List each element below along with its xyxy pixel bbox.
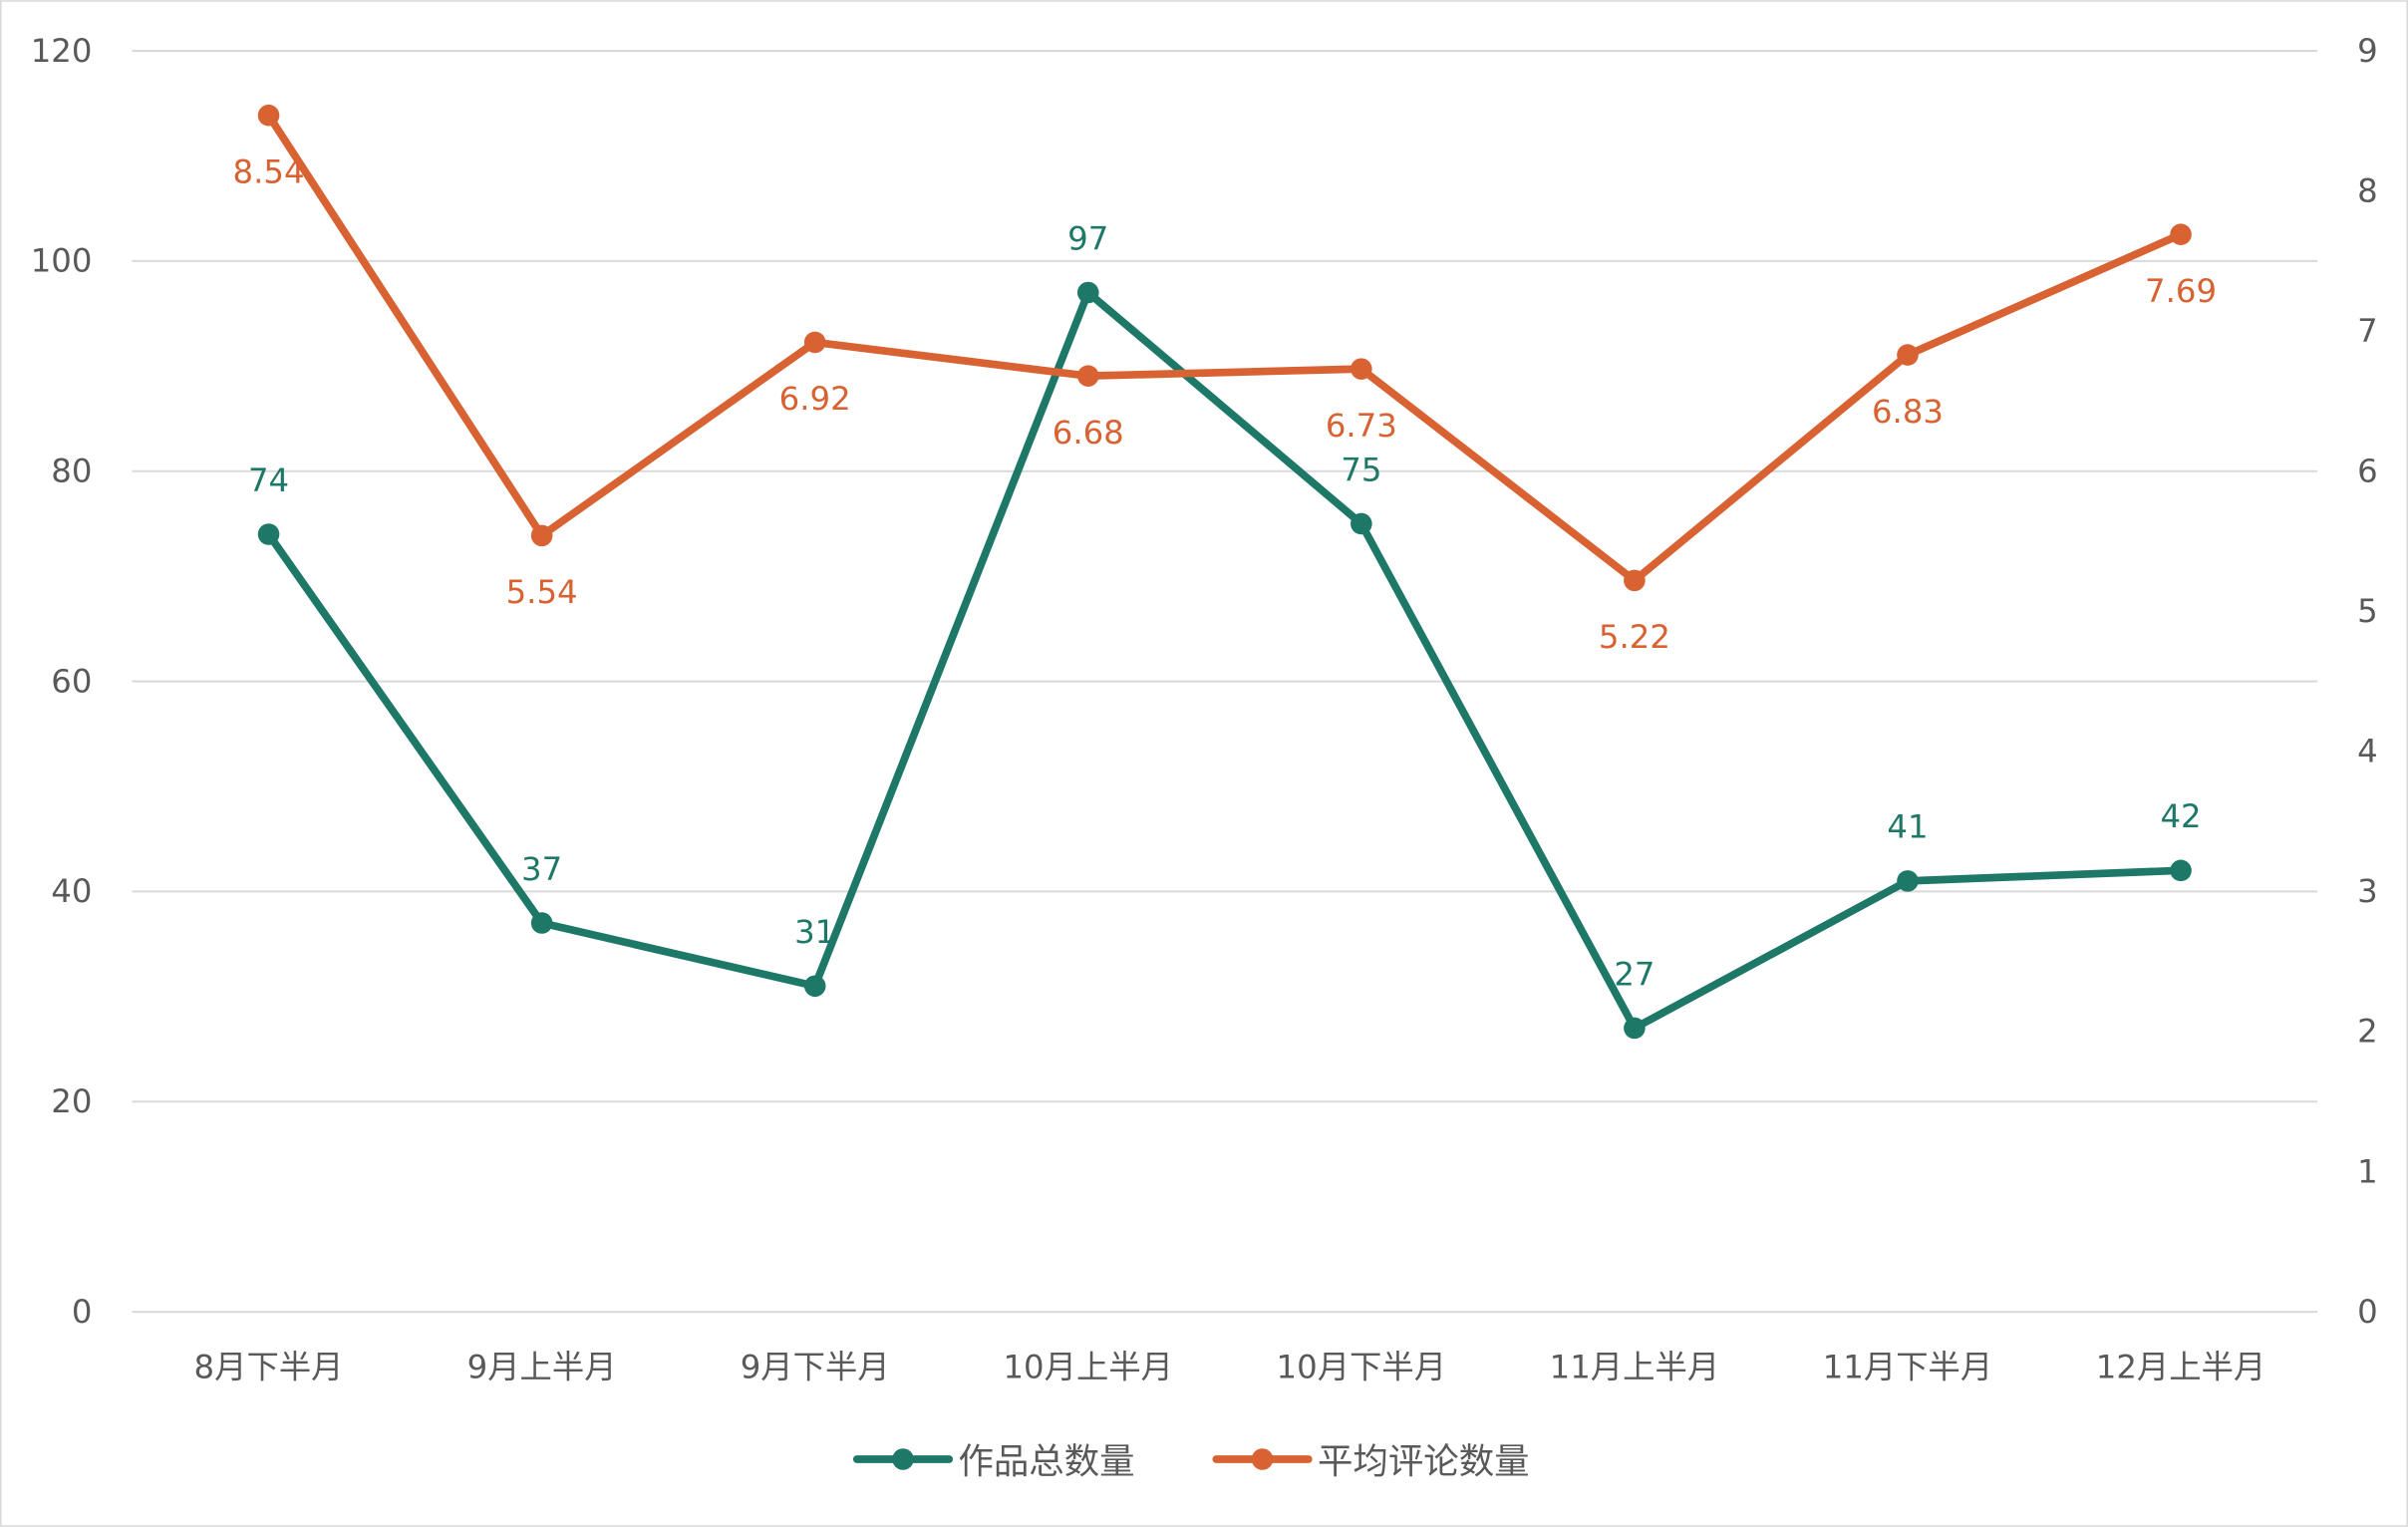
right-tick-label: 7	[2357, 312, 2378, 350]
data-point	[1624, 569, 1646, 592]
left-tick-label: 80	[51, 453, 92, 490]
data-point	[1351, 358, 1372, 380]
left-tick-label: 20	[51, 1082, 92, 1120]
data-label: 6.73	[1326, 407, 1397, 445]
right-tick-label: 4	[2357, 733, 2378, 770]
data-point	[1076, 365, 1099, 387]
left-tick-label: 60	[51, 662, 92, 700]
data-point	[1897, 870, 1919, 892]
category-label: 8月下半月	[194, 1348, 344, 1385]
data-point	[2170, 859, 2192, 882]
legend-label: 作品总数量	[958, 1441, 1134, 1482]
right-tick-label: 1	[2357, 1152, 2378, 1190]
series-layer: 74 37 31 97 75 27 41 42 8.54 5.54 6.92 6.68 6.73 5.22…	[233, 104, 2217, 1040]
data-label: 6.92	[779, 380, 851, 418]
series-line-1	[265, 113, 2183, 585]
category-label: 11月上半月	[1550, 1348, 1720, 1385]
data-label: 6.68	[1053, 414, 1124, 452]
left-tick-label: 0	[72, 1293, 93, 1331]
data-label: 41	[1887, 808, 1928, 846]
left-tick-label: 40	[51, 872, 92, 910]
legend-marker-icon	[892, 1448, 914, 1470]
data-label: 42	[2160, 797, 2201, 835]
category-label: 10月上半月	[1003, 1348, 1173, 1385]
category-label: 12月上半月	[2096, 1348, 2266, 1385]
right-tick-label: 5	[2357, 592, 2378, 630]
data-point	[1897, 344, 1919, 366]
data-point	[257, 523, 280, 545]
category-label: 11月下半月	[1823, 1348, 1993, 1385]
left-tick-label: 120	[31, 32, 93, 70]
data-point	[257, 104, 280, 127]
category-label: 10月下半月	[1277, 1348, 1447, 1385]
data-point	[803, 331, 826, 354]
data-label: 74	[248, 461, 289, 499]
right-tick-label: 8	[2357, 171, 2378, 209]
data-label: 75	[1341, 451, 1381, 488]
category-axis: 8月下半月 9月上半月 9月下半月 10月上半月 10月下半月 11月上半月 11月下半月 1…	[194, 1348, 2266, 1385]
data-point	[803, 975, 826, 998]
data-label: 7.69	[2145, 272, 2217, 310]
data-point	[530, 912, 553, 934]
data-label: 31	[794, 913, 835, 951]
right-tick-label: 9	[2357, 32, 2378, 70]
data-label: 8.54	[233, 153, 305, 191]
data-point	[2170, 223, 2192, 245]
data-point	[530, 524, 553, 547]
right-tick-label: 3	[2357, 872, 2378, 910]
data-label: 37	[521, 850, 562, 888]
data-label: 5.54	[506, 573, 578, 611]
data-point	[1076, 281, 1099, 304]
series-line-0	[265, 288, 2182, 1033]
right-tick-label: 6	[2357, 453, 2378, 490]
legend: 作品总数量 平均评论数量	[852, 1441, 1530, 1482]
data-point	[1624, 1017, 1646, 1040]
data-point	[1351, 512, 1372, 535]
data-label: 97	[1067, 219, 1108, 257]
left-tick-label: 100	[31, 242, 93, 280]
left-axis-ticks: 0 20 40 60 80 100 120	[31, 32, 93, 1331]
category-label: 9月上半月	[467, 1348, 617, 1385]
category-label: 9月下半月	[741, 1348, 890, 1385]
legend-label: 平均评论数量	[1318, 1441, 1530, 1482]
right-tick-label: 2	[2357, 1013, 2378, 1051]
legend-marker-icon	[1251, 1448, 1274, 1470]
right-axis-ticks: 0 1 2 3 4 5 6 7 8 9	[2357, 32, 2378, 1331]
data-label: 6.83	[1872, 393, 1944, 431]
data-label: 27	[1614, 955, 1655, 993]
data-label: 5.22	[1599, 618, 1670, 656]
right-tick-label: 0	[2357, 1293, 2378, 1331]
